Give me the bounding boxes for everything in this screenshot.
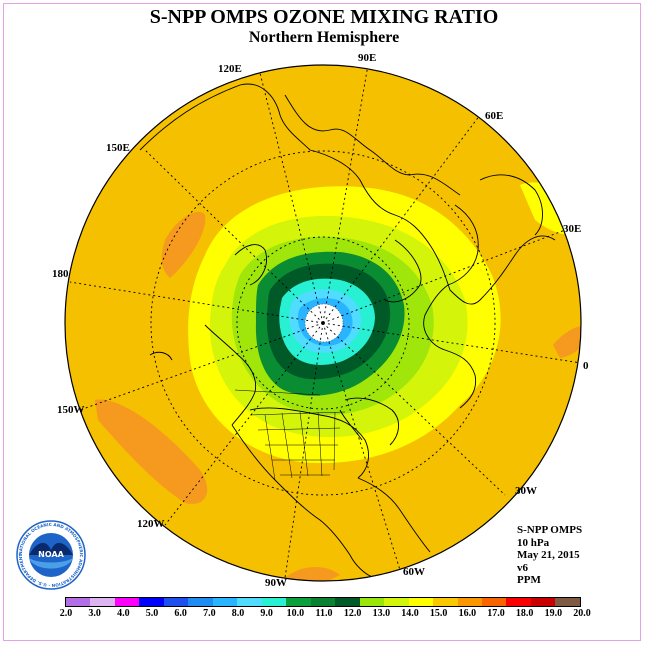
colorbar-swatch bbox=[555, 598, 580, 606]
colorbar-swatch bbox=[506, 598, 531, 606]
colorbar-tick-label: 16.0 bbox=[458, 608, 477, 619]
colorbar-tick-label: 4.0 bbox=[117, 608, 130, 619]
colorbar-tick-label: 5.0 bbox=[145, 608, 159, 619]
ozone-band-17-patch bbox=[161, 211, 206, 278]
lon-label-150w: 150W bbox=[57, 404, 85, 416]
colorbar-swatch bbox=[384, 598, 409, 606]
political-boundaries bbox=[234, 389, 346, 481]
colorbar-swatch bbox=[457, 598, 482, 606]
colorbar-swatch bbox=[335, 598, 360, 606]
colorbar-tick-label: 3.0 bbox=[88, 608, 101, 619]
colorbar-tick-label: 19.0 bbox=[544, 608, 563, 619]
colorbar-swatch bbox=[66, 598, 91, 606]
lon-label-30w: 30W bbox=[515, 485, 537, 497]
lon-label-30e: 30E bbox=[563, 223, 582, 235]
figure-border bbox=[3, 3, 641, 641]
lon-label-180: 180 bbox=[52, 268, 69, 280]
lon-label-60e: 60E bbox=[485, 110, 504, 122]
colorbar-swatch bbox=[530, 598, 556, 606]
colorbar-tick-label: 11.0 bbox=[315, 608, 333, 619]
colorbar-swatch bbox=[163, 598, 189, 606]
colorbar-tick-label: 9.0 bbox=[260, 608, 273, 619]
colorbar-swatch bbox=[90, 598, 115, 606]
colorbar-tick-label: 2.0 bbox=[59, 608, 73, 619]
colorbar-swatch bbox=[139, 598, 164, 606]
lon-label-150e: 150E bbox=[106, 142, 130, 154]
colorbar-tick-label: 13.0 bbox=[372, 608, 391, 619]
colorbar-tick-label: 12.0 bbox=[343, 608, 362, 619]
lon-label-0: 0 bbox=[583, 360, 589, 372]
observation-date: May 21, 2015 bbox=[517, 549, 580, 562]
coastlines bbox=[139, 83, 556, 579]
product-info: S-NPP OMPS 10 hPa May 21, 2015 v6 PPM bbox=[517, 524, 582, 587]
colorbar-swatch bbox=[188, 598, 213, 606]
colorbar-swatch bbox=[359, 598, 385, 606]
colorbar-tick-label: 14.0 bbox=[401, 608, 419, 619]
colorbar-swatch bbox=[212, 598, 238, 606]
colorbar-swatch bbox=[261, 598, 287, 606]
colorbar-tick-label: 20.0 bbox=[573, 608, 591, 619]
colorbar-tick-label: 8.0 bbox=[231, 608, 245, 619]
colorbar-swatch bbox=[481, 598, 507, 606]
colorbar-tick-label: 15.0 bbox=[429, 608, 448, 619]
colorbar-swatch bbox=[114, 598, 140, 606]
lon-label-120w: 120W bbox=[137, 518, 165, 530]
colorbar bbox=[65, 597, 581, 607]
colorbar-tick-label: 6.0 bbox=[174, 608, 187, 619]
colorbar-swatch bbox=[310, 598, 336, 606]
colorbar-swatch bbox=[433, 598, 458, 606]
colorbar-tick-label: 18.0 bbox=[515, 608, 534, 619]
lon-label-90e: 90E bbox=[358, 52, 377, 64]
lon-label-120e: 120E bbox=[218, 63, 242, 75]
product-version: v6 bbox=[517, 561, 528, 574]
noaa-logo-text: NOAA bbox=[38, 550, 64, 559]
map-title: S-NPP OMPS OZONE MIXING RATIO bbox=[149, 6, 499, 28]
ozone-band-17-patch bbox=[95, 399, 208, 504]
colorbar-ticks: 2.0 3.0 4.0 5.0 6.0 7.0 8.0 9.0 10.0 11.0 12.0 13.0… bbox=[57, 608, 597, 622]
instrument-label: S-NPP OMPS bbox=[517, 524, 583, 536]
noaa-logo: NATIONAL OCEANIC AND ATMOSPHERIC ADMINIS… bbox=[16, 520, 86, 590]
map-subtitle: Northern Hemisphere bbox=[248, 29, 400, 46]
units-label: PPM bbox=[517, 574, 541, 587]
colorbar-tick-label: 10.0 bbox=[286, 608, 305, 619]
map-boundary bbox=[64, 64, 582, 582]
colorbar-swatch bbox=[286, 598, 311, 606]
colorbar-tick-label: 17.0 bbox=[487, 608, 505, 619]
colorbar-swatch bbox=[237, 598, 262, 606]
lon-label-60w: 60W bbox=[403, 566, 425, 578]
graticule bbox=[69, 65, 581, 579]
colorbar-tick-label: 7.0 bbox=[203, 608, 216, 619]
pressure-level: 10 hPa bbox=[517, 536, 550, 549]
lon-label-90w: 90W bbox=[265, 577, 287, 589]
colorbar-swatch bbox=[408, 598, 434, 606]
